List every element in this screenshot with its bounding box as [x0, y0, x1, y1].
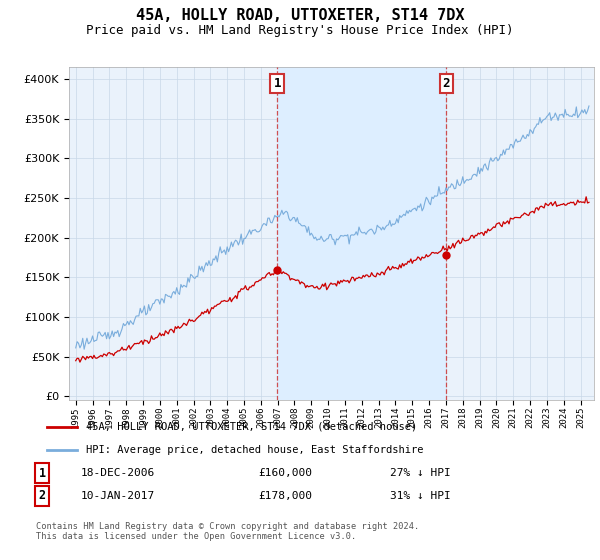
Text: £160,000: £160,000 — [258, 468, 312, 478]
Text: 1: 1 — [38, 466, 46, 480]
Text: HPI: Average price, detached house, East Staffordshire: HPI: Average price, detached house, East… — [86, 445, 423, 455]
Text: £178,000: £178,000 — [258, 491, 312, 501]
Bar — [277, 67, 446, 400]
Text: 18-DEC-2006: 18-DEC-2006 — [81, 468, 155, 478]
Text: Contains HM Land Registry data © Crown copyright and database right 2024.
This d: Contains HM Land Registry data © Crown c… — [36, 522, 419, 542]
Text: 2: 2 — [38, 489, 46, 502]
Text: 2: 2 — [443, 77, 450, 90]
Text: 27% ↓ HPI: 27% ↓ HPI — [390, 468, 451, 478]
Text: 1: 1 — [274, 77, 281, 90]
Text: Price paid vs. HM Land Registry's House Price Index (HPI): Price paid vs. HM Land Registry's House … — [86, 24, 514, 36]
Text: 45A, HOLLY ROAD, UTTOXETER, ST14 7DX (detached house): 45A, HOLLY ROAD, UTTOXETER, ST14 7DX (de… — [86, 422, 417, 432]
Text: 10-JAN-2017: 10-JAN-2017 — [81, 491, 155, 501]
Text: 31% ↓ HPI: 31% ↓ HPI — [390, 491, 451, 501]
Text: 45A, HOLLY ROAD, UTTOXETER, ST14 7DX: 45A, HOLLY ROAD, UTTOXETER, ST14 7DX — [136, 8, 464, 24]
